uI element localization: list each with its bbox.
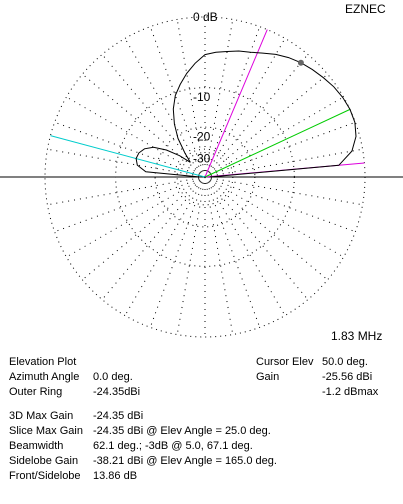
marker-line [204, 29, 268, 178]
frequency: 1.83 MHz [331, 329, 382, 343]
marker-line [204, 108, 351, 178]
info-label: 3D Max Gain [9, 410, 73, 422]
info-value: 13.86 dB [93, 470, 137, 482]
info-value: 0.0 deg. [93, 371, 133, 383]
info-label: Beamwidth [9, 440, 63, 452]
info-label: Sidelobe Gain [9, 455, 78, 467]
info-label: Elevation Plot [9, 356, 76, 368]
pattern [135, 50, 357, 178]
info-value: -24.35 dBi @ Elev Angle = 25.0 deg. [93, 425, 271, 437]
cursor-dot [297, 59, 304, 66]
info-value: -1.2 dBmax [322, 386, 379, 398]
info-value: -25.56 dBi [322, 371, 372, 383]
info-value: -38.21 dBi @ Elev Angle = 165.0 deg. [93, 455, 277, 467]
title: EZNEC [345, 2, 386, 16]
ring-label: -30 [193, 151, 211, 165]
info-label: Outer Ring [9, 386, 62, 398]
info-label: Gain [256, 371, 279, 383]
info-value: 50.0 deg. [322, 356, 368, 368]
ring-label: -10 [193, 90, 211, 104]
ring-label: 0 dB [193, 10, 218, 24]
info-label: Front/Sidelobe [9, 470, 81, 482]
info-label: Slice Max Gain [9, 425, 83, 437]
info-value: -24.35 dBi [93, 410, 143, 422]
info-label: Cursor Elev [256, 356, 314, 368]
info-label: Azimuth Angle [9, 371, 79, 383]
info-value: 62.1 deg.; -3dB @ 5.0, 67.1 deg. [93, 440, 253, 452]
ring-label: -20 [193, 129, 211, 143]
info-value: -24.35dBi [93, 386, 140, 398]
marker-line [50, 135, 206, 178]
